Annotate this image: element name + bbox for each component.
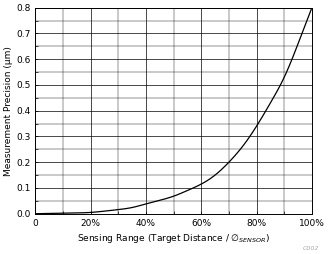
Text: C002: C002 [303,246,319,251]
Y-axis label: Measurement Precision (µm): Measurement Precision (µm) [4,46,13,176]
X-axis label: Sensing Range (Target Distance / $\varnothing_{\mathit{SENSOR}}$): Sensing Range (Target Distance / $\varno… [77,232,270,245]
